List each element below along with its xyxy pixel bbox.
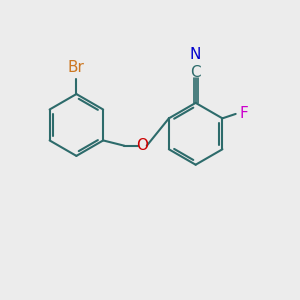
Text: Br: Br: [68, 60, 85, 75]
Text: O: O: [136, 138, 148, 153]
Text: N: N: [190, 47, 201, 62]
Text: F: F: [239, 106, 248, 122]
Text: C: C: [190, 65, 201, 80]
